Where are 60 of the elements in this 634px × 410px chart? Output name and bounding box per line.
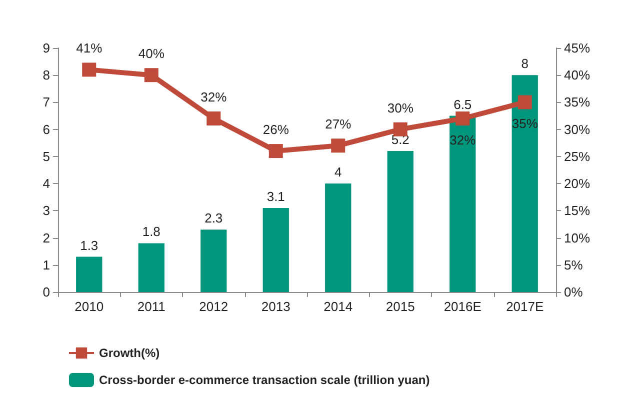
x-tick-label: 2014 [324,299,353,314]
bar [76,256,102,292]
y2-tick-label: 10% [564,230,590,246]
bar [450,116,476,292]
bar [262,208,289,292]
y2-tick-label: 30% [564,122,590,137]
data-label: 32% [200,89,228,104]
x-tick-label: 2010 [74,299,104,314]
y2-tick-label: 20% [564,176,590,192]
legend-label: Growth(%) [99,346,160,360]
data-label: 41% [76,40,103,56]
data-label: 2.3 [204,210,223,226]
data-label: 1.8 [142,224,160,240]
data-label: 30% [387,100,414,116]
y-tick-label: 1 [42,257,50,272]
data-label: 4 [334,164,342,180]
y-tick-label: 4 [42,176,50,192]
data-label: 26% [262,122,290,138]
data-label: 1.3 [80,238,98,253]
data-label: 32% [450,132,476,148]
data-label: 8 [521,56,528,72]
y-tick-label: 2 [42,230,50,246]
legend-label: Cross-border e-commerce transaction scale (trillion yuan) [99,373,430,387]
point [268,144,283,158]
data-label: 3.1 [266,188,285,204]
point [518,95,532,110]
y-tick-label: 3 [42,203,50,218]
bar [200,230,227,292]
point [331,138,346,153]
x-tick-label: 2015 [386,299,415,314]
y2-tick-label: 5% [564,257,584,272]
point [144,68,158,82]
y2-tick-label: 0% [564,284,584,300]
y-tick-label: 7 [42,94,50,110]
data-label: 40% [138,46,165,62]
y2-tick-label: 15% [564,203,590,218]
y-tick-label: 5 [42,148,50,164]
y-tick-label: 8 [42,68,50,83]
point [206,111,221,126]
x-tick-label: 2017E [506,299,544,314]
point [456,111,470,126]
y2-tick-label: 35% [564,94,590,110]
point [82,62,96,77]
bar [325,184,352,292]
x-tick-label: 2016E [444,299,482,314]
data-label: 27% [325,116,352,132]
data-label: 6.5 [454,96,472,112]
bar [512,75,538,292]
x-tick-label: 2013 [261,299,290,314]
y-tick-label: 6 [42,122,50,137]
y-tick-label: 0 [42,284,50,300]
bar [387,151,414,292]
y2-tick-label: 25% [564,148,590,164]
x-tick-label: 2012 [199,299,228,314]
bar [138,243,164,292]
data-label: 35% [512,116,538,132]
y-tick-label: 9 [42,40,50,56]
y2-tick-label: 40% [564,68,590,83]
x-tick-label: 2011 [137,299,166,314]
y2-tick-label: 45% [564,40,590,56]
